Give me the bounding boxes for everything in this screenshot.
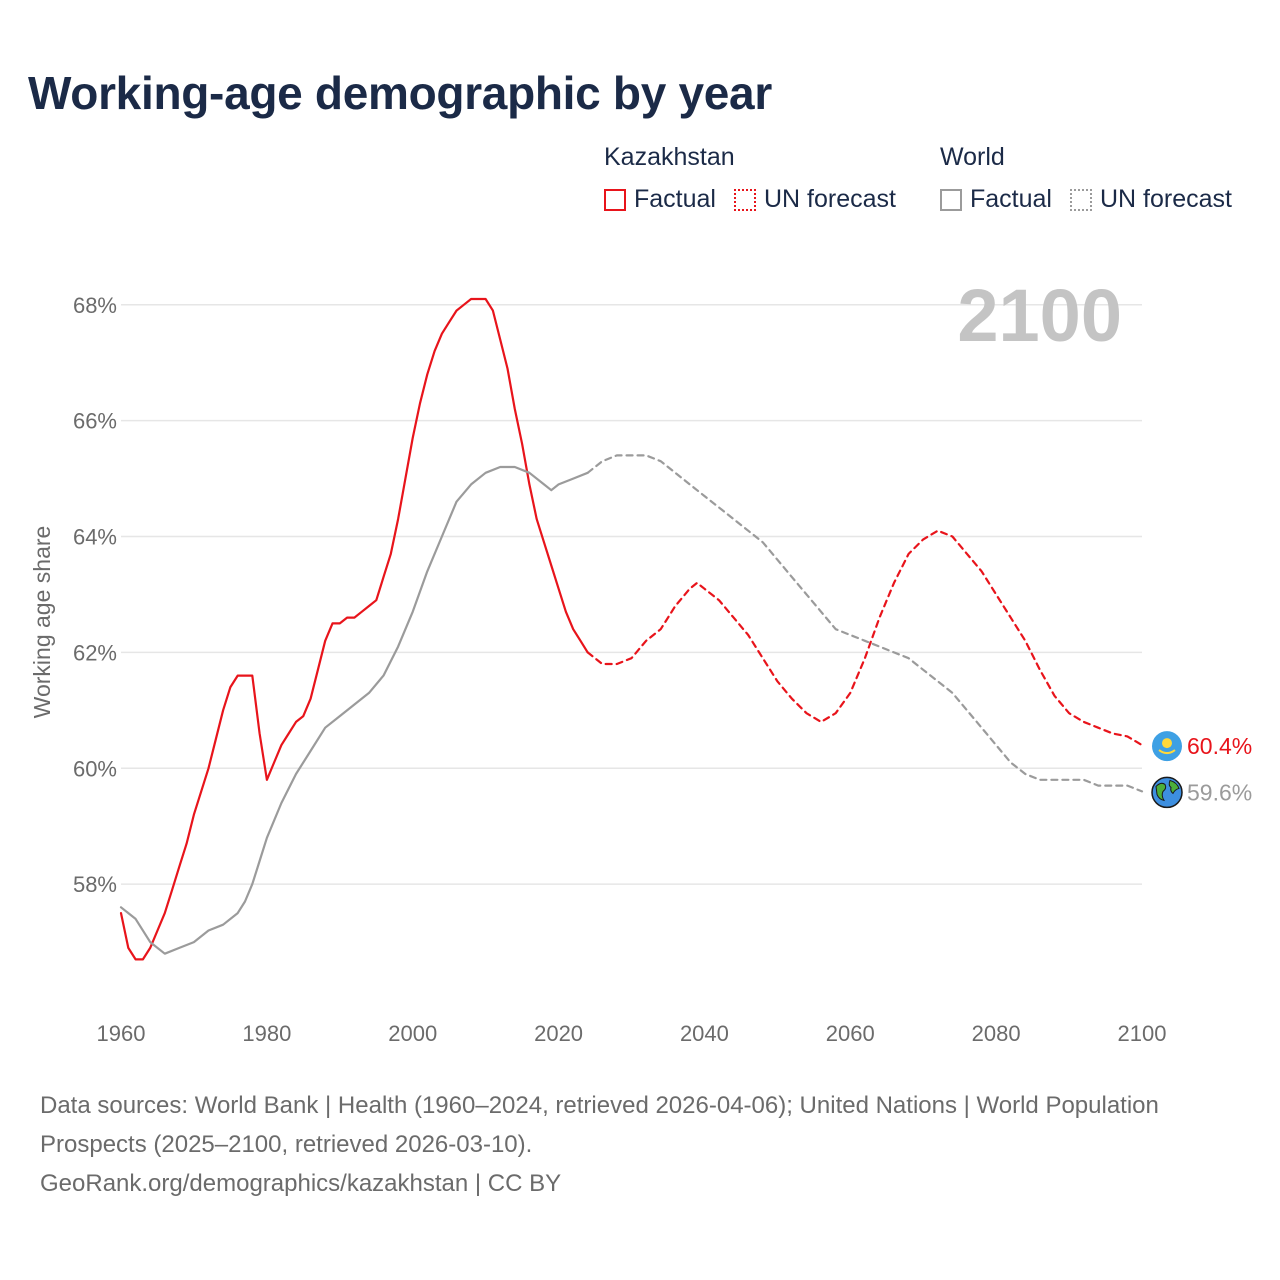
legend-item-world-factual[interactable]: Factual — [940, 185, 1052, 214]
end-value-label: 60.4% — [1187, 733, 1252, 759]
label-layer: 60.4% 59.6% — [1151, 731, 1252, 809]
source-link[interactable]: GeoRank.org/demographics/kazakhstan | CC… — [40, 1170, 562, 1197]
end-value-label: 59.6% — [1187, 779, 1252, 805]
globe-icon — [1151, 776, 1183, 809]
y-tick-label: 60% — [73, 756, 117, 781]
annotation-layer: 2100 — [957, 274, 1122, 357]
source-text: Data sources: World Bank | Health (1960–… — [40, 1092, 1159, 1158]
legend-label: UN forecast — [763, 185, 896, 213]
year-annotation: 2100 — [957, 274, 1122, 357]
legend-swatch-solid — [604, 188, 626, 211]
y-tick-label: 64% — [73, 525, 117, 550]
chart-title: Working-age demographic by year — [28, 67, 772, 119]
line-chart: 58% 60% 62% 64% 66% 68% 1960 1980 2000 2020 2040 20… — [29, 274, 1252, 1046]
globe-land — [1155, 782, 1167, 802]
series-line-world-forecast[interactable] — [586, 454, 1144, 793]
legend-swatch-solid — [940, 188, 962, 211]
y-tick-label: 62% — [73, 640, 117, 665]
x-tick-label: 1960 — [97, 1021, 146, 1046]
x-tick-label: 2020 — [534, 1021, 583, 1046]
legend-label: Factual — [634, 185, 716, 213]
source-note: Data sources: World Bank | Health (1960–… — [40, 1086, 1160, 1203]
legend-group-world: World Factual UN forecast — [940, 143, 1250, 214]
legend-group-kazakhstan: Kazakhstan Factual UN forecast — [604, 143, 914, 214]
y-tick-label: 58% — [73, 872, 117, 897]
x-tick-label: 2060 — [826, 1021, 875, 1046]
legend-label: UN forecast — [1099, 185, 1232, 213]
legend-group-title: World — [940, 143, 1005, 171]
y-axis-label: Working age share — [29, 526, 55, 719]
legend-swatch-dotted — [733, 188, 756, 211]
series-line-world-factual[interactable] — [119, 465, 589, 955]
y-tick-label: 66% — [73, 409, 117, 434]
legend-item-kazakhstan-forecast[interactable]: UN forecast — [733, 185, 896, 214]
legend-item-world-forecast[interactable]: UN forecast — [1069, 185, 1232, 214]
x-tick-label: 1980 — [242, 1021, 291, 1046]
kazakhstan-flag-icon — [1152, 731, 1182, 762]
series-layer — [119, 297, 1144, 961]
series-line-kazakhstan-forecast[interactable] — [586, 529, 1144, 747]
flag-eagle — [1158, 749, 1176, 755]
y-tick-label: 68% — [73, 293, 117, 318]
globe-land — [1168, 779, 1180, 795]
grid-layer: 58% 60% 62% 64% 66% 68% 1960 1980 2000 2020 2040 20… — [29, 293, 1166, 1046]
x-tick-label: 2000 — [388, 1021, 437, 1046]
flag-sun — [1162, 738, 1172, 749]
x-tick-label: 2080 — [972, 1021, 1021, 1046]
legend-group-title: Kazakhstan — [604, 143, 735, 171]
legend-swatch-dotted — [1069, 188, 1092, 211]
x-tick-label: 2040 — [680, 1021, 729, 1046]
legend-label: Factual — [970, 185, 1052, 213]
x-tick-label: 2100 — [1118, 1021, 1167, 1046]
legend-item-kazakhstan-factual[interactable]: Factual — [604, 185, 716, 214]
series-line-kazakhstan-factual[interactable] — [119, 297, 589, 961]
